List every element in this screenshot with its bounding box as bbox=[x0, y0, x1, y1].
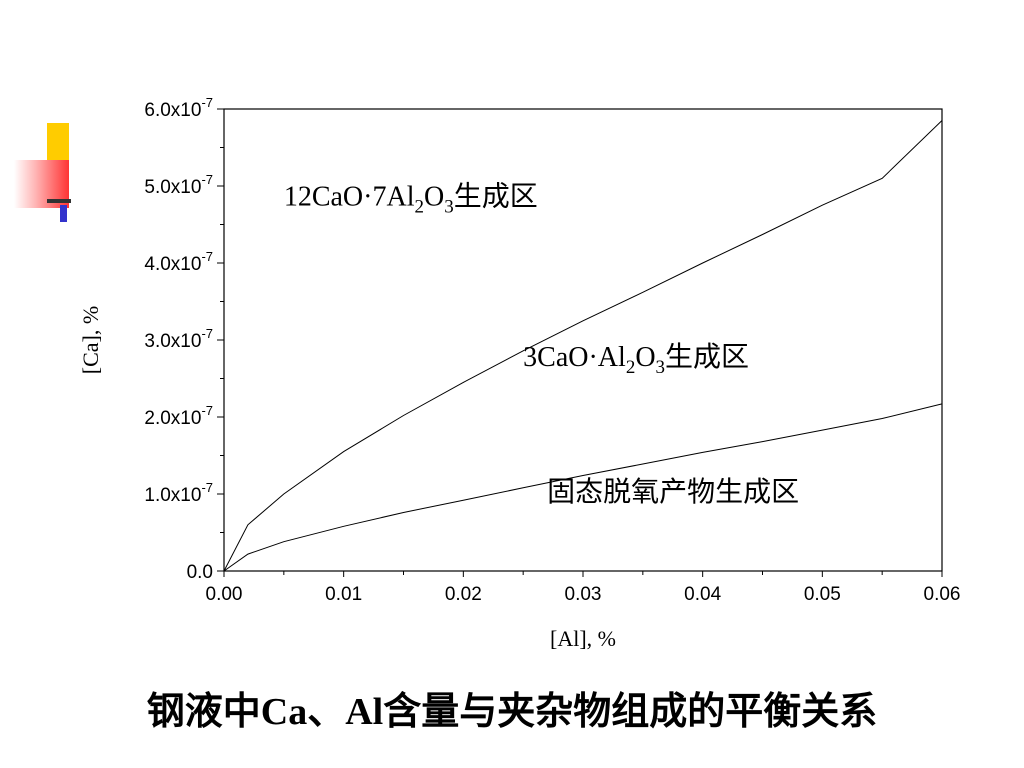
x-tick-label: 0.02 bbox=[445, 584, 482, 605]
region-label-solid-deoxidation: 固态脱氧产物生成区 bbox=[547, 476, 799, 508]
x-tick-label: 0.04 bbox=[684, 584, 721, 605]
caption-part-4: Al bbox=[345, 691, 384, 733]
caption-part-5: 含量与夹杂物组成的平衡关系 bbox=[383, 691, 878, 733]
region-label-12cao-7al2o3: 12CaO·7Al2O3生成区 bbox=[284, 180, 538, 217]
x-tick-label: 0.01 bbox=[325, 584, 362, 605]
x-tick-label: 0.03 bbox=[565, 584, 602, 605]
x-tick-label: 0.06 bbox=[924, 584, 961, 605]
x-axis-label: [Al], % bbox=[550, 626, 616, 651]
x-tick-label: 0.05 bbox=[804, 584, 841, 605]
boundary-curve-lower bbox=[223, 403, 943, 572]
y-tick-label: 6.0x10-7 bbox=[144, 95, 213, 121]
caption-part-1: 钢液中 bbox=[146, 691, 261, 733]
y-tick-label: 1.0x10-7 bbox=[144, 480, 213, 506]
y-tick-label: 2.0x10-7 bbox=[144, 403, 213, 429]
boundary-curve-upper bbox=[223, 120, 943, 572]
caption-part-3: 、 bbox=[307, 691, 346, 733]
y-tick-label: 3.0x10-7 bbox=[144, 326, 213, 352]
y-tick-label: 4.0x10-7 bbox=[144, 249, 213, 275]
caption-part-2: Ca bbox=[260, 691, 308, 733]
y-axis-label: [Ca], % bbox=[78, 306, 103, 374]
chart-caption: 钢液中Ca、Al含量与夹杂物组成的平衡关系 bbox=[0, 680, 1024, 735]
region-label-3cao-al2o3: 3CaO·Al2O3生成区 bbox=[523, 341, 749, 378]
x-tick-label: 0.00 bbox=[206, 584, 243, 605]
y-tick-label: 5.0x10-7 bbox=[144, 172, 213, 198]
blue-accent-block bbox=[60, 205, 67, 222]
equilibrium-line-chart: 0.00 0.01 0.02 0.03 0.04 0.05 0.06 0.0 1.0x10-7 2… bbox=[78, 95, 961, 651]
y-tick-label: 0.0 bbox=[187, 562, 213, 583]
dark-accent-line bbox=[47, 199, 71, 203]
